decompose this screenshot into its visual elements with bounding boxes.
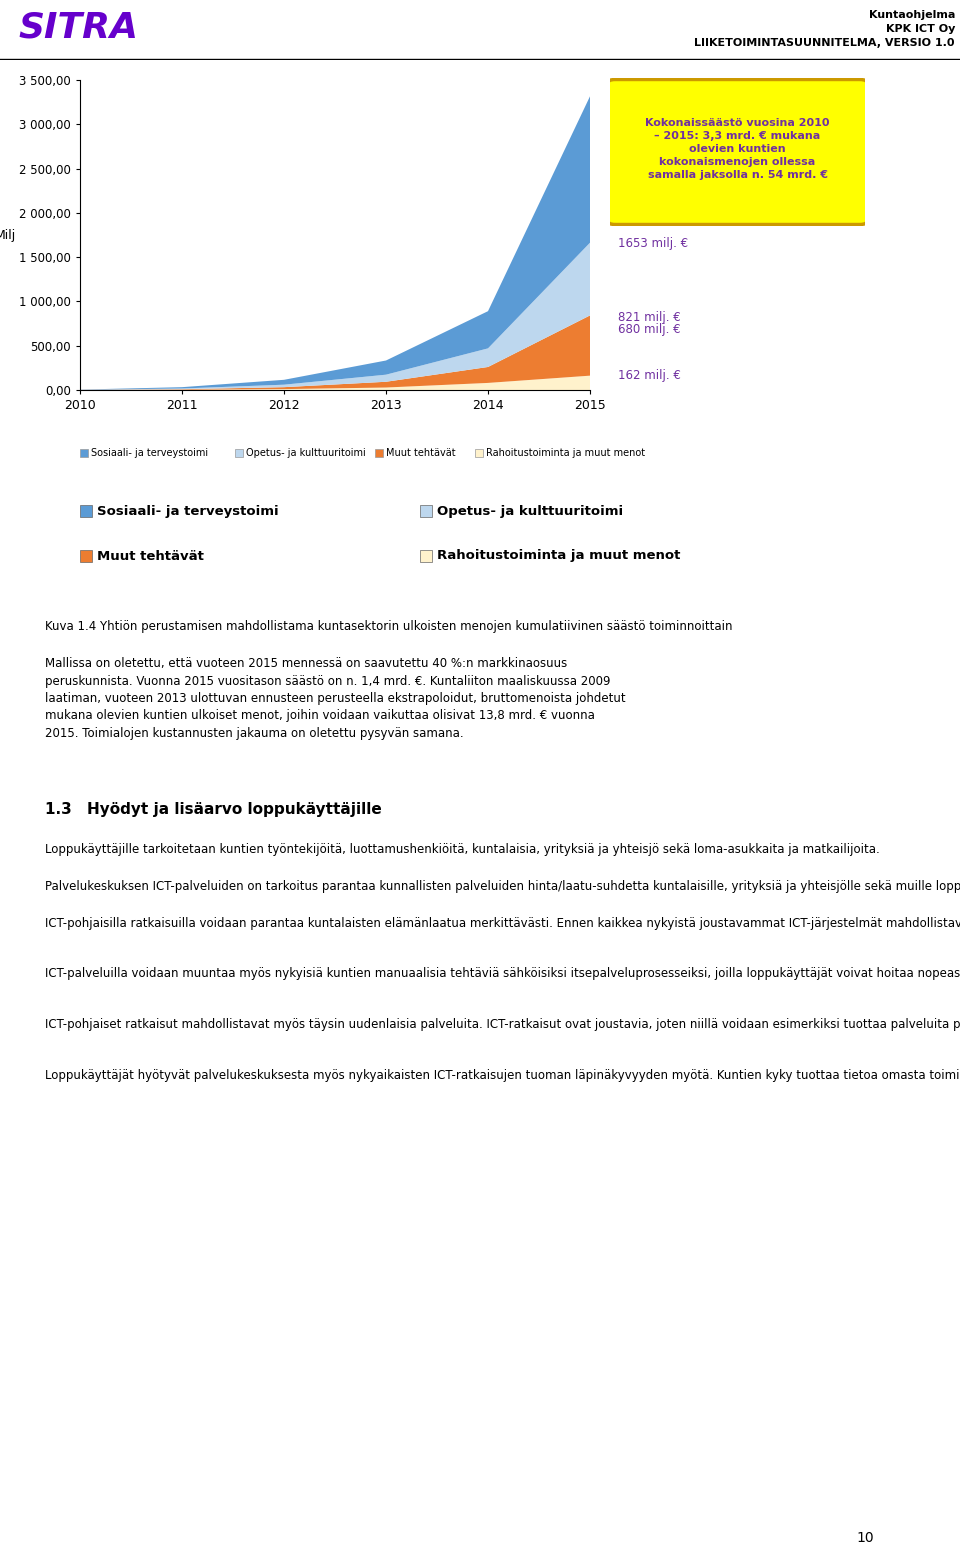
Bar (420, 505, 432, 516)
Text: Opetus- ja kulttuuritoimi: Opetus- ja kulttuuritoimi (437, 504, 623, 518)
Text: Rahoitustoiminta ja muut menot: Rahoitustoiminta ja muut menot (437, 549, 681, 563)
Bar (375, 449, 383, 457)
Text: Muut tehtävät: Muut tehtävät (386, 448, 456, 459)
Text: Kuntaohjelma: Kuntaohjelma (869, 9, 955, 20)
Text: Kuva 1.4 Yhtiön perustamisen mahdollistama kuntasektorin ulkoisten menojen kumul: Kuva 1.4 Yhtiön perustamisen mahdollista… (45, 620, 732, 633)
Text: ICT-pohjaisilla ratkaisuilla voidaan parantaa kuntalaisten elämänlaatua merkittä: ICT-pohjaisilla ratkaisuilla voidaan par… (45, 917, 960, 930)
Text: Kokonaissäästö vuosina 2010
– 2015: 3,3 mrd. € mukana
olevien kuntien
kokonaisme: Kokonaissäästö vuosina 2010 – 2015: 3,3 … (645, 118, 829, 180)
Text: Sosiaali- ja terveystoimi: Sosiaali- ja terveystoimi (97, 504, 278, 518)
Bar (235, 449, 243, 457)
Bar (475, 449, 483, 457)
Text: Palvelukeskuksen ICT-palveluiden on tarkoitus parantaa kunnallisten palveluiden : Palvelukeskuksen ICT-palveluiden on tark… (45, 880, 960, 893)
Y-axis label: Milj: Milj (0, 229, 15, 241)
Bar (80, 550, 92, 561)
Text: 10: 10 (856, 1530, 874, 1544)
Text: Loppukäyttäjille tarkoitetaan kuntien työntekijöitä, luottamushenkiöitä, kuntala: Loppukäyttäjille tarkoitetaan kuntien ty… (45, 843, 879, 855)
Text: Rahoitustoiminta ja muut menot: Rahoitustoiminta ja muut menot (486, 448, 645, 459)
Text: 162 milj. €: 162 milj. € (618, 369, 681, 383)
Bar (80, 505, 92, 516)
Text: ICT-palveluilla voidaan muuntaa myös nykyisiä kuntien manuaalisia tehtäviä sähkö: ICT-palveluilla voidaan muuntaa myös nyk… (45, 967, 960, 981)
FancyBboxPatch shape (608, 79, 868, 224)
Text: KPK ICT Oy: KPK ICT Oy (886, 23, 955, 34)
Text: Opetus- ja kulttuuritoimi: Opetus- ja kulttuuritoimi (246, 448, 366, 459)
Bar (420, 550, 432, 561)
Text: Sosiaali- ja terveystoimi: Sosiaali- ja terveystoimi (91, 448, 208, 459)
Text: Loppukäyttäjät hyötyvät palvelukeskuksesta myös nykyaikaisten ICT-ratkaisujen tu: Loppukäyttäjät hyötyvät palvelukeskukses… (45, 1068, 960, 1081)
Text: 1.3 Hyödyt ja lisäarvo loppukäyttäjille: 1.3 Hyödyt ja lisäarvo loppukäyttäjille (45, 802, 382, 816)
Text: Muut tehtävät: Muut tehtävät (97, 549, 204, 563)
Bar (80, 449, 88, 457)
Text: SITRA: SITRA (18, 11, 138, 45)
Text: 1653 milj. €: 1653 milj. € (618, 236, 688, 250)
Text: ICT-pohjaiset ratkaisut mahdollistavat myös täysin uudenlaisia palveluita. ICT-r: ICT-pohjaiset ratkaisut mahdollistavat m… (45, 1019, 960, 1031)
Text: 821 milj. €: 821 milj. € (618, 311, 681, 323)
Text: Mallissa on oletettu, että vuoteen 2015 mennessä on saavutettu 40 %:n markkinaos: Mallissa on oletettu, että vuoteen 2015 … (45, 658, 626, 740)
Text: LIIKETOIMINTASUUNNITELMA, VERSIO 1.0: LIIKETOIMINTASUUNNITELMA, VERSIO 1.0 (694, 37, 955, 48)
Text: 680 milj. €: 680 milj. € (618, 323, 681, 336)
